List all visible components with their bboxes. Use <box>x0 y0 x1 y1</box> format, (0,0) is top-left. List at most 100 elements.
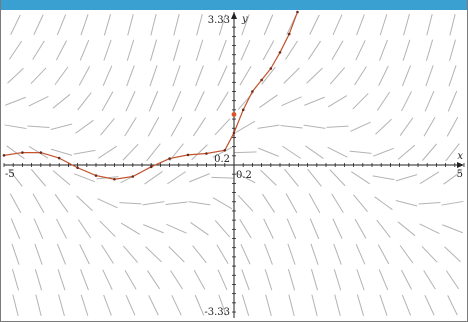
slope-segment <box>426 13 433 36</box>
slope-segment <box>353 194 368 213</box>
slope-segment <box>102 65 113 87</box>
slope-segment <box>33 14 44 35</box>
slope-segment <box>74 173 95 183</box>
slope-segment <box>377 244 390 265</box>
slope-segment <box>30 67 47 85</box>
slope-segment <box>168 246 185 263</box>
solution-curve-points <box>2 10 299 181</box>
slope-segment <box>166 223 187 234</box>
slope-segment <box>189 173 210 183</box>
slope-segment <box>307 168 322 187</box>
slope-segment <box>212 197 233 210</box>
slope-segment <box>264 269 273 291</box>
slope-segment <box>79 244 90 265</box>
slope-segment <box>425 39 434 61</box>
slope-segment <box>329 169 346 187</box>
slope-segment <box>57 269 66 291</box>
slope-segment <box>55 40 68 61</box>
axes <box>3 12 465 318</box>
slope-segment <box>170 270 183 290</box>
slope-segment <box>56 243 67 265</box>
curve-point <box>76 166 79 170</box>
slope-segment <box>173 13 180 36</box>
slope-segment <box>282 145 301 159</box>
slope-segment <box>102 269 113 290</box>
slope-segment <box>239 66 252 86</box>
slope-segment <box>376 219 391 238</box>
initial-condition-point[interactable] <box>231 112 237 117</box>
slope-segment <box>354 218 367 239</box>
slope-segment <box>147 270 160 290</box>
slope-segment <box>403 14 410 36</box>
slope-segment <box>311 294 318 317</box>
slope-field <box>4 13 464 317</box>
slope-segment <box>170 116 183 137</box>
slope-segment <box>447 90 458 112</box>
slope-segment <box>10 218 21 240</box>
slope-segment <box>125 91 136 112</box>
slope-segment <box>264 243 273 265</box>
slope-segment <box>98 145 117 159</box>
slope-segment <box>8 168 23 187</box>
slope-segment <box>309 14 320 35</box>
slope-segment <box>103 39 112 61</box>
axis-labels: -5 5 0.2 3.33 -3.33 0.2 x y <box>5 14 463 318</box>
slope-segment <box>190 222 209 236</box>
slope-segment <box>193 117 206 137</box>
y-min-tick-label: -3.33 <box>204 307 230 318</box>
slope-segment <box>374 196 393 211</box>
slope-segment <box>77 92 92 111</box>
curve-point <box>223 149 227 152</box>
slope-segment <box>351 171 370 185</box>
slope-segment <box>445 143 460 162</box>
slope-segment <box>421 143 438 161</box>
slope-segment <box>171 90 182 112</box>
slope-segment <box>356 294 365 316</box>
slope-segment <box>50 123 73 131</box>
slope-segment <box>308 40 321 60</box>
slope-segment <box>333 269 342 291</box>
slope-segment <box>352 93 369 110</box>
slope-segment <box>125 294 136 316</box>
slope-segment <box>240 244 251 265</box>
slope-segment <box>372 175 395 181</box>
slope-segment <box>263 14 274 36</box>
slope-segment <box>12 294 19 317</box>
slope-segment <box>305 145 324 159</box>
slope-segment <box>235 120 256 133</box>
curve-point <box>287 32 291 36</box>
slope-segment <box>306 67 323 84</box>
slope-segment <box>331 40 344 61</box>
slope-segment <box>35 294 42 317</box>
slope-segment <box>147 116 160 137</box>
solution-curve <box>2 10 299 181</box>
slope-segment <box>216 91 229 111</box>
slope-segment <box>424 295 435 316</box>
slope-segment <box>50 148 73 156</box>
slope-segment <box>354 66 367 86</box>
slope-segment <box>5 96 26 106</box>
slope-segment <box>402 39 411 61</box>
slope-segment <box>332 14 343 36</box>
curve-point <box>113 177 116 181</box>
slope-segment <box>379 294 388 316</box>
slope-segment <box>444 246 461 263</box>
slope-segment <box>258 147 279 157</box>
slope-segment <box>287 243 296 265</box>
slope-segment <box>423 270 436 290</box>
slope-segment <box>263 218 274 239</box>
slope-segment <box>212 146 233 158</box>
slope-segment <box>80 269 89 291</box>
slope-segment <box>395 174 418 182</box>
curve-point <box>94 174 98 177</box>
slope-segment <box>101 244 114 264</box>
slope-segment <box>355 243 366 265</box>
slope-segment <box>355 40 366 61</box>
slope-segment <box>217 269 228 291</box>
slope-segment <box>145 246 162 263</box>
slope-segment <box>303 124 326 129</box>
slope-segment <box>211 176 234 179</box>
slope-segment <box>217 65 228 86</box>
